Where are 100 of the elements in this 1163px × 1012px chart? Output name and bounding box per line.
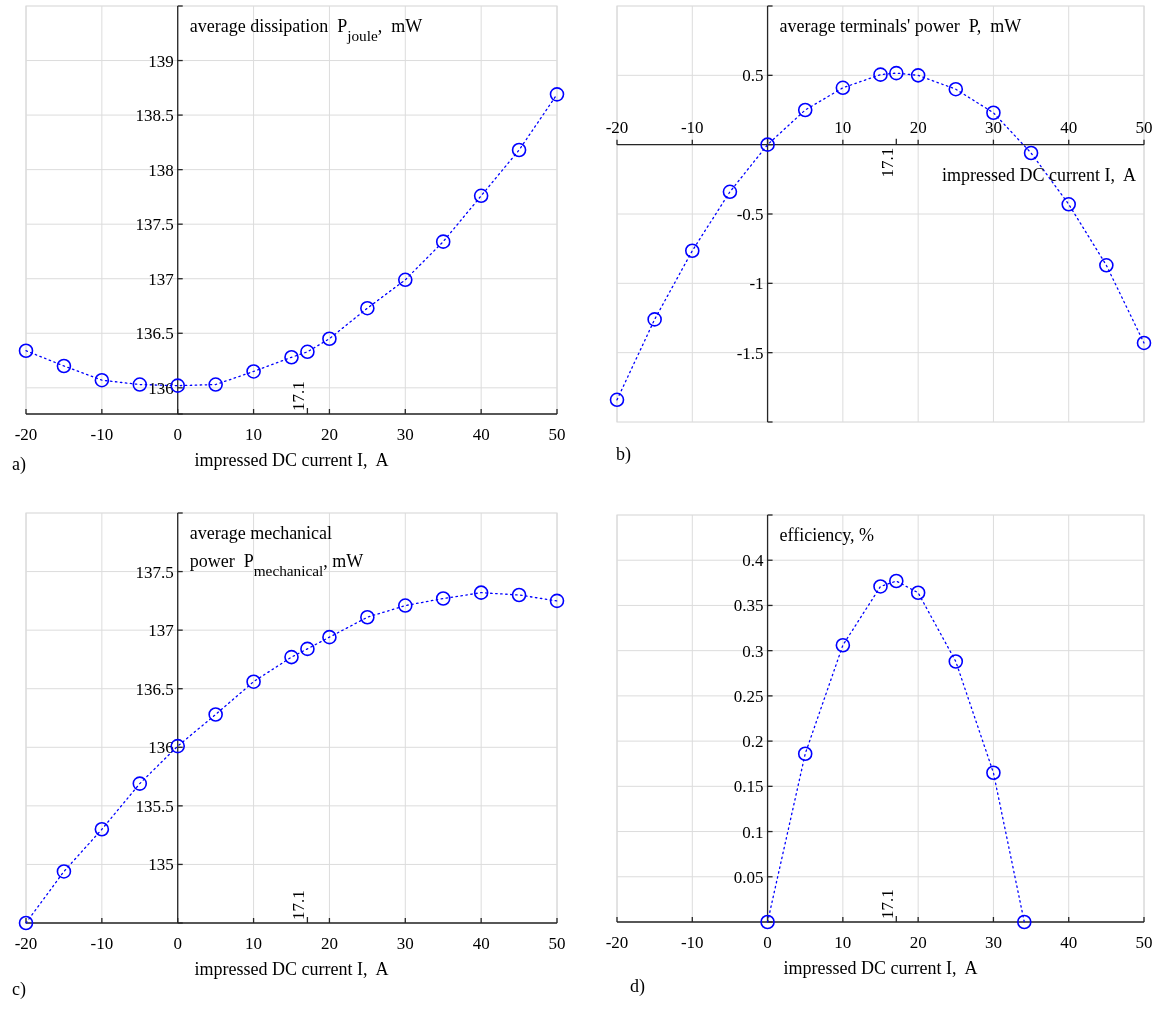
- y-tick-label: -1.5: [736, 343, 764, 363]
- point: [797, 746, 813, 762]
- x-tick-label: 40: [472, 934, 490, 953]
- text: average dissipation P$_{joule}$, mW: [189, 16, 423, 44]
- point: [511, 142, 527, 158]
- x-axis-title: impressed DC current I, A: [783, 958, 978, 978]
- y-tick-label: 0.1: [742, 822, 764, 842]
- annotation: 17.1: [878, 147, 898, 178]
- y-tick-label: 0.5: [742, 66, 764, 86]
- x-tick-label: -20: [14, 934, 38, 953]
- x-tick-label: -20: [14, 425, 38, 444]
- y-tick-label: 0.3: [742, 641, 764, 661]
- y-tick-label: 136: [148, 378, 174, 398]
- y-tick-label: 139: [148, 51, 174, 71]
- x-tick-label: 30: [396, 425, 414, 444]
- x-tick-label: 20: [909, 117, 927, 137]
- text: c): [12, 979, 26, 1000]
- point: [56, 358, 72, 374]
- x-tick-label: 50: [548, 934, 566, 953]
- point: [322, 331, 337, 347]
- point: [284, 349, 299, 365]
- x-tick-label: 20: [909, 933, 927, 952]
- point: [322, 629, 337, 645]
- x-tick-label: 10: [834, 933, 852, 952]
- point: [246, 364, 261, 379]
- x-tick-label: -10: [680, 933, 704, 952]
- x-tick-label: -20: [605, 933, 629, 952]
- point: [435, 591, 451, 606]
- point: [18, 343, 34, 359]
- x-tick-label: 30: [984, 933, 1002, 952]
- point: [360, 609, 375, 625]
- point: [549, 87, 565, 102]
- point: [511, 587, 527, 603]
- point: [760, 914, 775, 930]
- point: [797, 102, 813, 118]
- point: [835, 637, 851, 653]
- x-tick-label: -10: [680, 117, 704, 137]
- point: [1061, 196, 1077, 212]
- point: [1023, 145, 1039, 161]
- text: average terminals' power P, mW: [779, 16, 1022, 36]
- x-tick-label: 20: [320, 934, 338, 953]
- point: [889, 573, 904, 589]
- x-tick-label: 10: [245, 934, 263, 953]
- point: [684, 243, 700, 259]
- point: [300, 344, 315, 360]
- y-tick-label: 0.2: [742, 732, 764, 752]
- point: [948, 654, 964, 669]
- point: [910, 585, 926, 601]
- point: [94, 821, 110, 837]
- text: a): [12, 454, 26, 475]
- point: [1017, 914, 1032, 930]
- text: average mechanical power P$_{mechanical}$, mW: [189, 523, 364, 579]
- x-tick-label: 0: [173, 425, 182, 444]
- x-tick-label: 0: [763, 933, 772, 952]
- point: [986, 105, 1001, 121]
- point: [986, 765, 1001, 781]
- y-tick-label: 137: [148, 621, 175, 641]
- y-tick-label: 0.15: [733, 777, 764, 797]
- annotation: 17.1: [289, 381, 309, 411]
- annotation: 17.1: [878, 889, 898, 919]
- point: [873, 579, 888, 594]
- point: [473, 188, 489, 204]
- x-tick-label: -20: [605, 117, 629, 137]
- y-tick-label: 137: [148, 269, 175, 289]
- point: [132, 377, 148, 392]
- annotation: 17.1: [289, 890, 309, 920]
- text: d): [630, 976, 645, 997]
- point: [835, 80, 851, 96]
- text: b): [616, 444, 631, 465]
- x-tick-label: 10: [834, 117, 852, 137]
- y-tick-label: 135: [148, 855, 174, 875]
- x-axis-title: impressed DC current I, A: [194, 450, 389, 470]
- point: [397, 598, 413, 613]
- point: [910, 68, 926, 83]
- y-tick-label: 137.5: [135, 562, 174, 582]
- point: [760, 137, 775, 152]
- x-tick-label: 0: [173, 934, 182, 953]
- point: [722, 184, 738, 200]
- point: [473, 585, 489, 600]
- point: [208, 377, 223, 392]
- point: [609, 392, 625, 408]
- x-axis-title: impressed DC current I, A: [942, 164, 1136, 185]
- point: [208, 707, 223, 722]
- y-tick-label: 138: [148, 160, 174, 180]
- x-tick-label: 10: [245, 425, 263, 444]
- x-tick-label: 50: [1135, 117, 1153, 137]
- y-tick-label: 137.5: [135, 215, 174, 235]
- y-tick-label: 136.5: [135, 324, 174, 344]
- point: [1136, 335, 1152, 351]
- x-axis-title: impressed DC current I, A: [194, 959, 389, 979]
- y-tick-label: 136.5: [135, 679, 174, 699]
- point: [18, 915, 34, 931]
- y-tick-label: 0.35: [733, 596, 764, 616]
- point: [56, 864, 72, 879]
- y-tick-label: 0.4: [742, 551, 765, 571]
- y-tick-label: 138.5: [135, 106, 174, 126]
- x-tick-label: 30: [396, 934, 414, 953]
- point: [246, 674, 261, 689]
- point: [889, 65, 904, 81]
- point: [397, 272, 413, 288]
